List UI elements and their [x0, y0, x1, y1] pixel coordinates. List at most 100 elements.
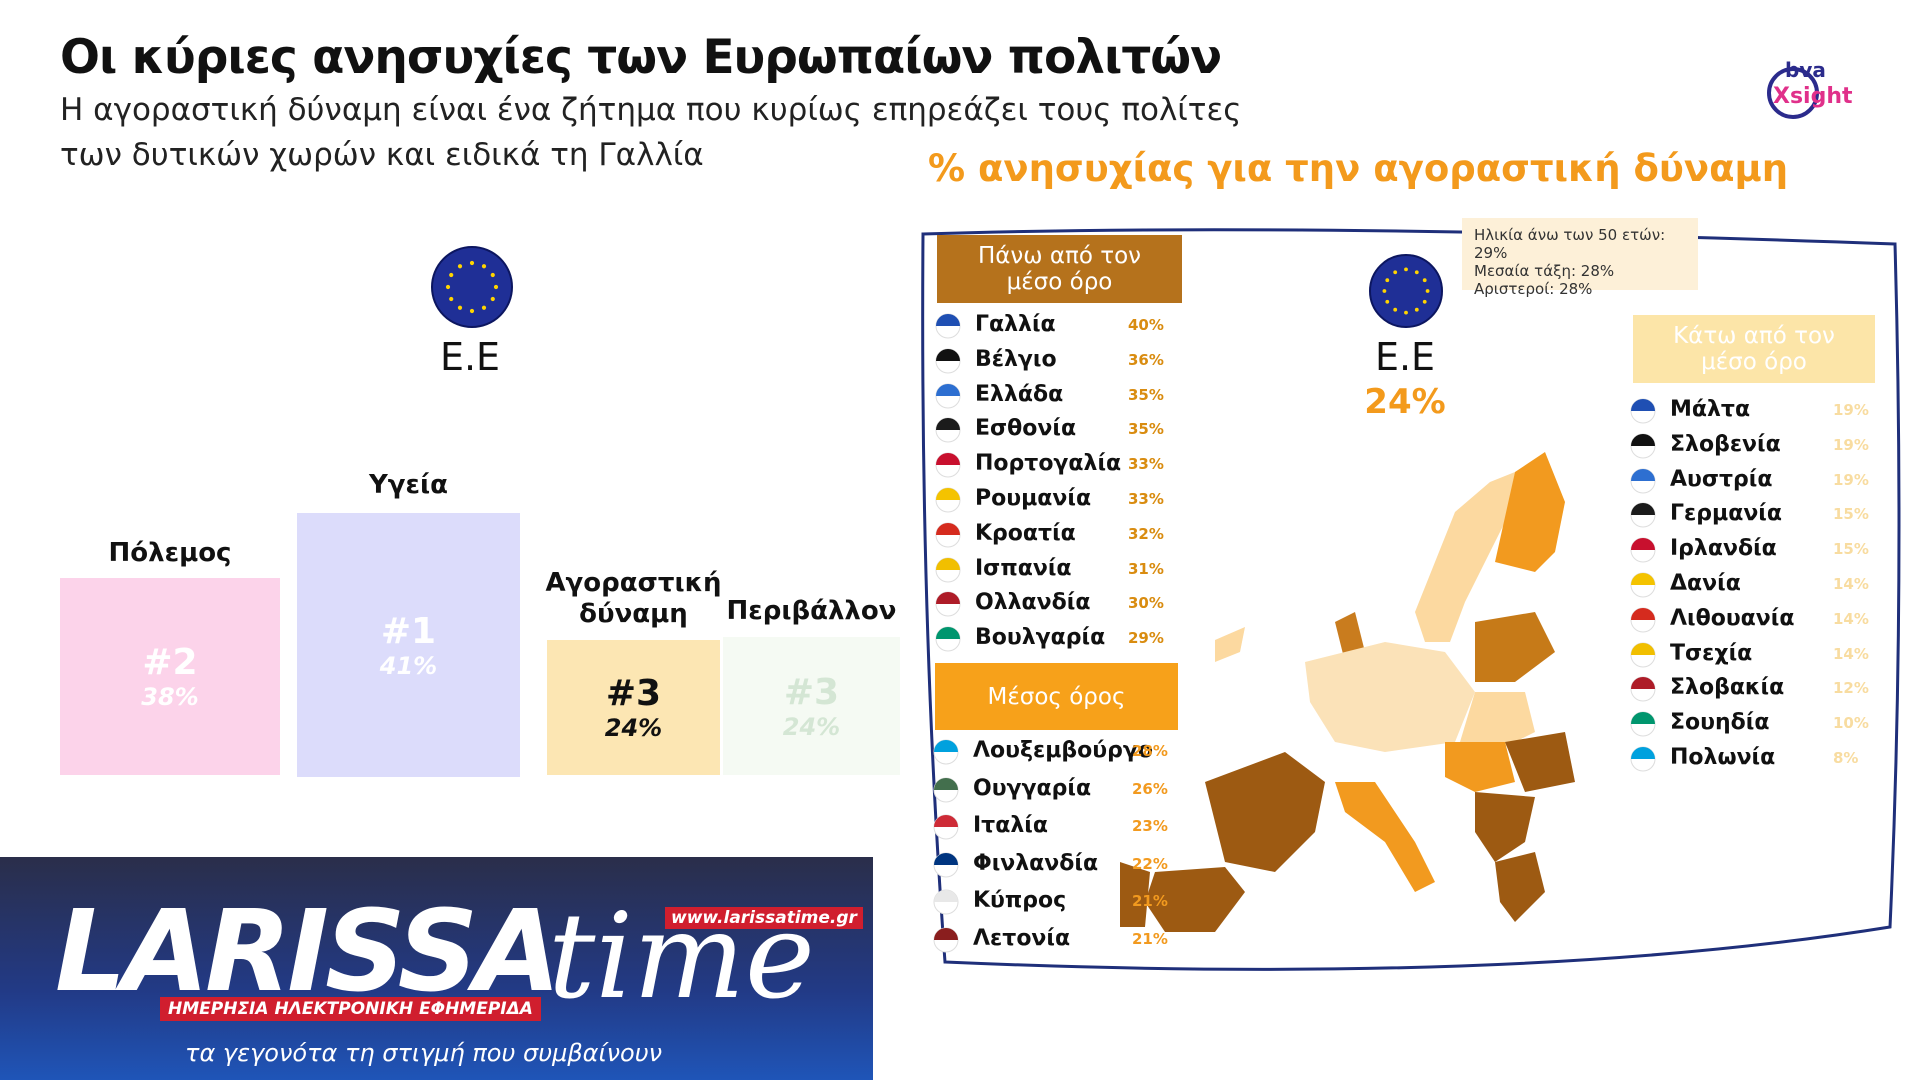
flag [935, 626, 961, 652]
flag-star [493, 284, 499, 290]
country-value: 36% [1128, 350, 1164, 369]
flag-stripe [936, 418, 960, 431]
flag-stripe [936, 314, 960, 326]
flag-stripe [936, 453, 960, 466]
flag [1630, 537, 1656, 563]
country-name: Λιθουανία [1670, 605, 1795, 631]
item-label: Περιβάλλον [726, 596, 897, 626]
note-line: Μεσαία τάξη: 28% [1474, 262, 1615, 280]
region-shape [1415, 472, 1515, 642]
item-box: #2 38% [60, 578, 280, 775]
flag-stripe [936, 557, 960, 570]
country-value: 12% [1833, 679, 1869, 698]
country-name: Τσεχία [1670, 640, 1753, 666]
eu-flag [431, 246, 513, 328]
country-name: Αυστρία [1670, 466, 1773, 492]
flag [935, 452, 961, 478]
flag-star [1414, 307, 1419, 312]
flag-stripe [1631, 538, 1655, 551]
flag-star [1425, 289, 1430, 293]
item-label: Υγεία [368, 470, 448, 500]
flag-stripe [1631, 399, 1655, 411]
flag-star [449, 272, 454, 278]
country-value: 31% [1128, 559, 1164, 578]
flag-star [469, 308, 475, 314]
flag-stripe [934, 890, 958, 903]
region-shape [1215, 627, 1245, 662]
rank: #2 [142, 642, 198, 683]
country-name: Σλοβακία [1670, 675, 1785, 701]
flag-star [1393, 270, 1398, 275]
country-value: 29% [1128, 629, 1164, 648]
logo-ring [1767, 67, 1819, 119]
country-name: Ολλανδία [975, 590, 1091, 616]
country-name: Κύπρος [973, 888, 1067, 914]
flag-stripe [936, 488, 960, 500]
country-value: 35% [1128, 385, 1164, 404]
country-value: 26% [1132, 779, 1168, 798]
country-value: 28% [1132, 742, 1168, 760]
flag [1630, 711, 1656, 737]
country-name: Εσθονία [975, 416, 1077, 442]
title: Οι κύριες ανησυχίες των Ευρωπαίων πολιτώ… [60, 30, 1222, 85]
region-value: 24% [1364, 382, 1446, 422]
flag [933, 814, 959, 840]
flag [935, 417, 961, 443]
flag-stripe [934, 777, 958, 790]
region-shape [1205, 752, 1325, 872]
region-label: Ε.Ε [1374, 335, 1436, 379]
flag [935, 591, 961, 617]
brand: LARISSA [55, 887, 561, 1017]
flag-disc [431, 246, 513, 328]
flag-star [1404, 310, 1408, 315]
country-name: Λετονία [973, 926, 1071, 951]
value: 24% [782, 712, 841, 741]
country-value: 14% [1833, 644, 1869, 663]
country-name: Βουλγαρία [975, 625, 1106, 651]
flag-star [1422, 278, 1427, 283]
flag-stripe [1631, 503, 1655, 516]
flag [935, 383, 961, 409]
country-value: 19% [1833, 470, 1869, 489]
flag-stripe [934, 852, 958, 865]
country-name: Λουξεμβούργο [973, 738, 1153, 763]
rank: #3 [605, 673, 662, 714]
country-name: Κροατία [975, 520, 1076, 546]
flag-stripe [1631, 747, 1655, 759]
country-value: 14% [1833, 609, 1869, 628]
flag [1630, 398, 1656, 424]
country-value: 21% [1132, 930, 1168, 948]
rank: #1 [380, 610, 437, 652]
flag-stripe [1631, 642, 1655, 655]
flag-star [1393, 307, 1398, 312]
note-box: Ηλικία άνω των 50 ετών: 29% Μεσαία τάξη:… [1462, 218, 1698, 298]
country-name: Βέλγιο [975, 346, 1057, 372]
country-value: 32% [1128, 524, 1164, 543]
flag-star [1385, 299, 1390, 304]
country-value: 40% [1128, 316, 1164, 334]
flag-stripe [936, 627, 960, 640]
flag [933, 927, 959, 953]
region-shape [1505, 732, 1575, 792]
slogan: τα γεγονότα τη στιγμή που συμβαίνουν [185, 1039, 662, 1067]
flag [935, 522, 961, 548]
item-box: #3 24% [723, 637, 900, 775]
region-shape [1445, 742, 1515, 792]
region-shape [1475, 792, 1535, 862]
country-value: 8% [1833, 749, 1859, 767]
flag-star [490, 296, 495, 302]
country-name: Ιρλανδία [1670, 536, 1777, 562]
map-title: % ανησυχίας για την αγοραστική δύναμη [928, 147, 1789, 190]
flag-stripe [936, 592, 960, 605]
banner: LARISSA time www.larissatime.gr ΗΜΕΡΗΣΙΑ… [0, 857, 873, 1080]
country-value: 23% [1132, 817, 1168, 836]
region-shape [1495, 452, 1565, 572]
flag-star [445, 284, 451, 290]
flag [1630, 676, 1656, 702]
flag-stripe [1631, 573, 1655, 585]
country-name: Ουγγαρία [973, 775, 1092, 801]
flag-star [469, 260, 475, 266]
flag [935, 348, 961, 374]
country-value: 35% [1128, 420, 1164, 439]
